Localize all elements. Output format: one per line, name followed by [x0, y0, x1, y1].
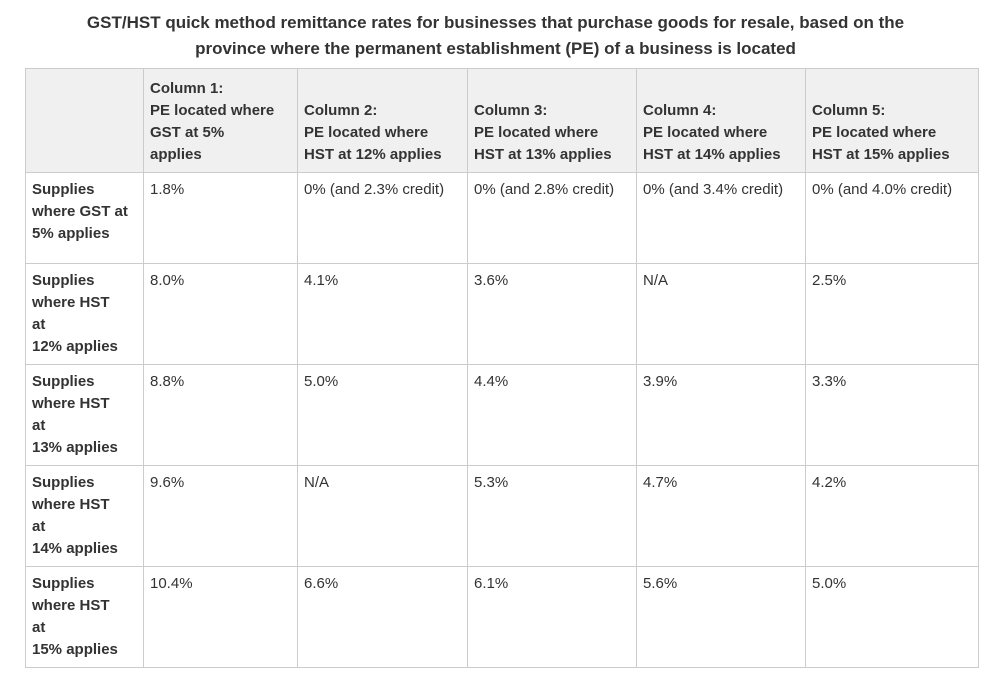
column-header-1: Column 1: PE located where GST at 5% app… — [143, 68, 298, 173]
table-corner-cell — [25, 68, 144, 173]
row-header: Supplies where HST at 14% applies — [25, 465, 144, 567]
rate-cell: 4.4% — [467, 364, 637, 466]
remittance-rates-table: Column 1: PE located where GST at 5% app… — [25, 68, 979, 668]
rate-cell: 8.0% — [143, 263, 298, 365]
column-header-2: Column 2: PE located where HST at 12% ap… — [297, 68, 468, 173]
rate-cell: 9.6% — [143, 465, 298, 567]
rate-cell: 6.6% — [297, 566, 468, 668]
rate-cell: 0% (and 2.8% credit) — [467, 172, 637, 264]
rate-cell: 5.6% — [636, 566, 806, 668]
rate-cell: 8.8% — [143, 364, 298, 466]
rate-cell: 4.2% — [805, 465, 979, 567]
rate-cell: 0% (and 3.4% credit) — [636, 172, 806, 264]
rate-cell: 6.1% — [467, 566, 637, 668]
column-header-4: Column 4: PE located where HST at 14% ap… — [636, 68, 806, 173]
rate-cell: 5.3% — [467, 465, 637, 567]
page-title: GST/HST quick method remittance rates fo… — [86, 13, 905, 58]
table-row-hst-12: Supplies where HST at 12% applies 8.0% 4… — [25, 263, 979, 365]
row-header: Supplies where GST at 5% applies — [25, 172, 144, 264]
row-header: Supplies where HST at 12% applies — [25, 263, 144, 365]
rate-cell: 4.7% — [636, 465, 806, 567]
table-row-hst-14: Supplies where HST at 14% applies 9.6% N… — [25, 465, 979, 567]
rate-cell: 5.0% — [297, 364, 468, 466]
rate-cell: 0% (and 2.3% credit) — [297, 172, 468, 264]
table-row-hst-13: Supplies where HST at 13% applies 8.8% 5… — [25, 364, 979, 466]
column-header-3: Column 3: PE located where HST at 13% ap… — [467, 68, 637, 173]
rate-cell: 3.9% — [636, 364, 806, 466]
rate-cell: 3.6% — [467, 263, 637, 365]
row-header: Supplies where HST at 15% applies — [25, 566, 144, 668]
rate-cell: 3.3% — [805, 364, 979, 466]
header-row: Column 1: PE located where GST at 5% app… — [25, 68, 979, 173]
row-header: Supplies where HST at 13% applies — [25, 364, 144, 466]
rate-cell: N/A — [636, 263, 806, 365]
rate-cell: 1.8% — [143, 172, 298, 264]
rate-cell: 4.1% — [297, 263, 468, 365]
column-header-5: Column 5: PE located where HST at 15% ap… — [805, 68, 979, 173]
rate-cell: 0% (and 4.0% credit) — [805, 172, 979, 264]
rate-cell: 2.5% — [805, 263, 979, 365]
rate-cell: 5.0% — [805, 566, 979, 668]
table-row-hst-15: Supplies where HST at 15% applies 10.4% … — [25, 566, 979, 668]
rate-cell: 10.4% — [143, 566, 298, 668]
rate-cell: N/A — [297, 465, 468, 567]
table-row-gst-5: Supplies where GST at 5% applies 1.8% 0%… — [25, 172, 979, 264]
